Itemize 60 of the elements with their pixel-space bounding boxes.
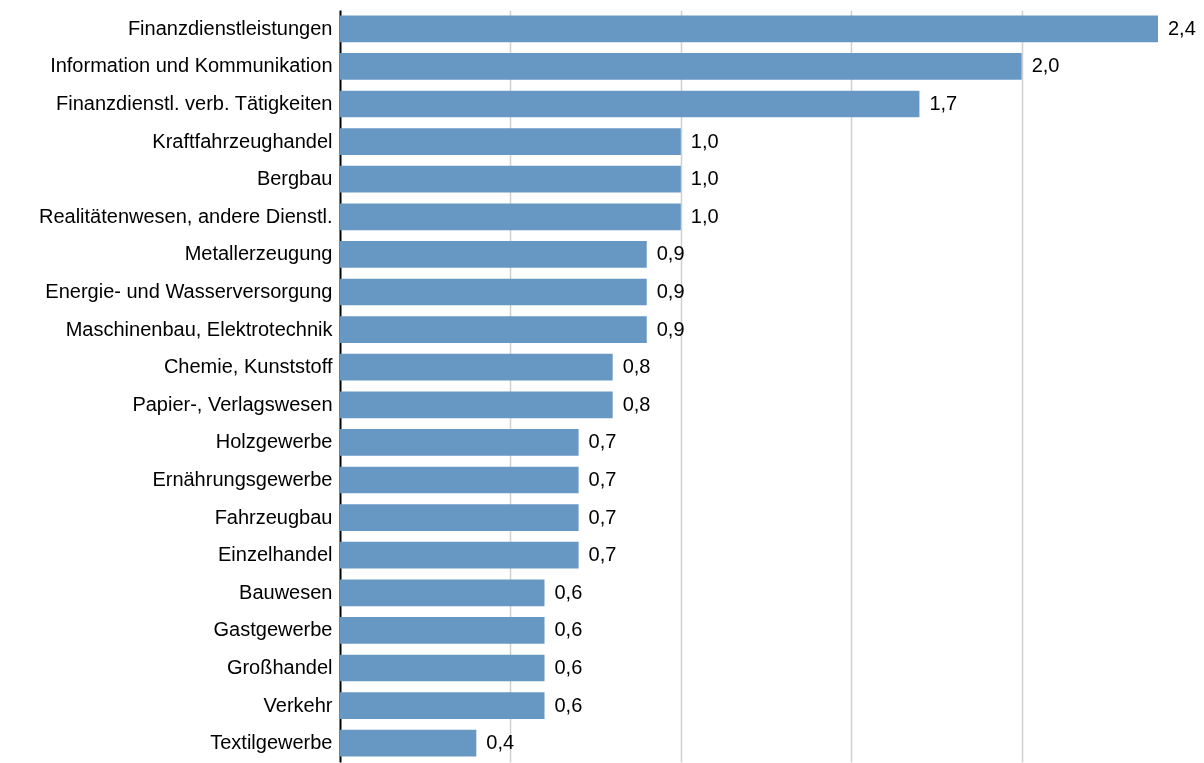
y-tick-label: Fahrzeugbau (214, 505, 333, 528)
bar (340, 90, 920, 118)
bar (340, 654, 545, 682)
bar (340, 429, 579, 456)
y-tick-label: Chemie, Kunststoff (163, 355, 333, 378)
data-label: 2,4 (1168, 16, 1196, 39)
bar (340, 579, 545, 607)
y-tick-label: Energie- und Wasserversorgung (45, 280, 333, 302)
y-tick-label: Finanzdienstl. verb. Tätigkeiten (56, 92, 333, 114)
data-label: 0,9 (656, 280, 685, 302)
y-tick-label: Bergbau (256, 167, 333, 190)
data-label: 1,7 (929, 92, 958, 114)
data-label: 0,9 (656, 242, 685, 265)
data-label: 1,0 (690, 204, 719, 227)
bar (340, 541, 579, 569)
bar (340, 617, 545, 644)
y-tick-label: Metallerzeugung (184, 242, 333, 265)
y-tick-label: Textilgewerbe (210, 731, 333, 754)
bar (340, 729, 477, 757)
y-tick-label: Maschinenbau, Elektrotechnik (65, 317, 334, 340)
bar (340, 316, 647, 343)
data-label: 0,8 (622, 355, 651, 378)
bar (340, 128, 681, 155)
y-tick-label: Realitätenwesen, andere Dienstl. (38, 204, 333, 227)
bar (340, 15, 1158, 43)
y-tick-label: Bauwesen (239, 580, 333, 603)
data-label: 0,7 (588, 505, 617, 528)
data-label: 0,6 (554, 656, 583, 678)
bar (340, 353, 613, 381)
bar (340, 278, 647, 306)
y-tick-label: Gastgewerbe (213, 618, 333, 641)
data-label: 1,0 (690, 129, 719, 152)
bar (340, 692, 545, 719)
bar (340, 203, 681, 231)
y-tick-label: Kraftfahrzeughandel (152, 129, 333, 152)
data-label: 0,7 (588, 468, 617, 490)
y-tick-label: Papier-, Verlagswesen (132, 392, 333, 415)
y-tick-label: Ernährungsgewerbe (152, 468, 333, 490)
data-label: 0,6 (554, 693, 583, 716)
y-tick-label: Holzgewerbe (215, 430, 333, 453)
data-label: 2,0 (1031, 54, 1060, 77)
data-label: 0,6 (554, 618, 583, 641)
data-label: 0,6 (554, 580, 583, 603)
y-tick-label: Information und Kommunikation (50, 54, 333, 77)
bar (340, 53, 1022, 80)
y-tick-label: Großhandel (226, 656, 333, 678)
data-label: 0,4 (486, 731, 515, 754)
y-tick-label: Einzelhandel (217, 543, 333, 566)
data-label: 0,7 (588, 430, 617, 453)
data-label: 1,0 (690, 167, 719, 190)
y-tick-label: Verkehr (263, 693, 333, 716)
data-label: 0,9 (656, 317, 685, 340)
data-label: 0,7 (588, 543, 617, 566)
bar (340, 165, 681, 193)
bar (340, 391, 613, 419)
y-tick-label: Finanzdienstleistungen (127, 16, 333, 39)
data-label: 0,8 (622, 392, 651, 415)
bar (340, 466, 579, 494)
bar (340, 504, 579, 531)
bar (340, 241, 647, 268)
